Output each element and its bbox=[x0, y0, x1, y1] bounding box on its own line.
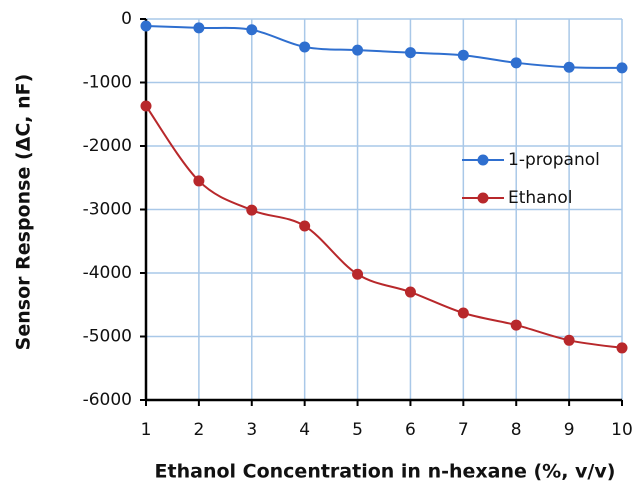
y-axis-title: Sensor Response (ΔC, nF) bbox=[13, 74, 35, 351]
data-point bbox=[299, 220, 311, 232]
y-tick-label: -2000 bbox=[83, 136, 132, 156]
x-axis-title: Ethanol Concentration in n-hexane (%, v/… bbox=[155, 461, 616, 483]
data-point bbox=[404, 47, 416, 59]
legend-marker bbox=[477, 192, 489, 204]
y-tick-label: 0 bbox=[121, 9, 132, 29]
data-point bbox=[140, 20, 152, 32]
y-tick-label: -3000 bbox=[83, 200, 132, 220]
x-tick-label: 10 bbox=[611, 420, 633, 440]
y-tick-label: -4000 bbox=[83, 263, 132, 283]
data-point bbox=[616, 62, 628, 74]
x-tick-label: 1 bbox=[141, 420, 152, 440]
x-tick-label: 4 bbox=[299, 420, 310, 440]
data-point bbox=[193, 22, 205, 34]
data-point bbox=[510, 319, 522, 331]
data-point bbox=[563, 61, 575, 73]
data-point bbox=[616, 342, 628, 354]
data-point bbox=[352, 44, 364, 56]
data-point bbox=[246, 24, 258, 36]
y-tick-label: -6000 bbox=[83, 390, 132, 410]
data-point bbox=[140, 100, 152, 112]
x-tick-label: 8 bbox=[511, 420, 522, 440]
x-tick-label: 7 bbox=[458, 420, 469, 440]
legend-label: Ethanol bbox=[508, 188, 573, 208]
y-tick-label: -5000 bbox=[83, 327, 132, 347]
data-point bbox=[299, 41, 311, 53]
series-line bbox=[145, 24, 623, 69]
x-tick-label: 5 bbox=[352, 420, 363, 440]
data-point bbox=[510, 57, 522, 69]
data-point bbox=[404, 286, 416, 298]
x-tick-label: 6 bbox=[405, 420, 416, 440]
x-tick-label: 9 bbox=[564, 420, 575, 440]
data-point bbox=[457, 49, 469, 61]
data-point bbox=[193, 175, 205, 187]
data-point bbox=[352, 268, 364, 280]
data-point bbox=[563, 334, 575, 346]
data-point bbox=[246, 204, 258, 216]
y-tick-label: -1000 bbox=[83, 73, 132, 93]
series-line bbox=[145, 105, 623, 349]
data-point bbox=[457, 307, 469, 319]
x-tick-label: 3 bbox=[246, 420, 257, 440]
legend-marker bbox=[477, 154, 489, 166]
x-tick-label: 2 bbox=[193, 420, 204, 440]
legend-label: 1-propanol bbox=[508, 150, 600, 170]
